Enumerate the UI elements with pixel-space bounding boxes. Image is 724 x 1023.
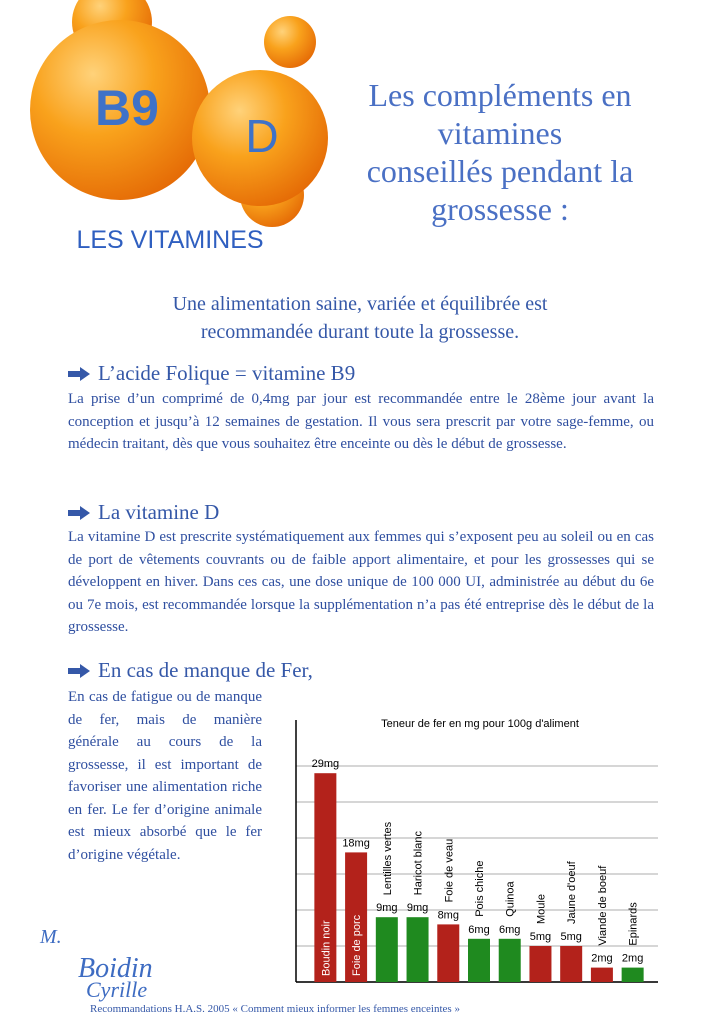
bar bbox=[314, 773, 337, 982]
category-label: Foie de porc bbox=[351, 914, 363, 976]
signature-line: Cyrille bbox=[86, 977, 147, 1002]
arrow-icon bbox=[68, 505, 90, 520]
value-label: 6mg bbox=[499, 924, 520, 936]
intro: Une alimentation saine, variée et équili… bbox=[172, 293, 548, 343]
category-label: Boudin noir bbox=[320, 920, 332, 976]
value-label: 8mg bbox=[438, 909, 459, 921]
logo-d: D bbox=[245, 110, 278, 162]
value-label: 2mg bbox=[591, 953, 612, 965]
section-heading: En cas de manque de Fer, bbox=[68, 658, 313, 683]
title-line: vitamines bbox=[437, 115, 563, 151]
bar bbox=[621, 967, 644, 982]
title-line: conseillés pendant la bbox=[366, 153, 634, 189]
value-label: 6mg bbox=[468, 924, 489, 936]
value-label: 18mg bbox=[342, 837, 370, 849]
category-label: Jaune d'oeuf bbox=[566, 860, 578, 924]
value-label: 5mg bbox=[530, 931, 551, 943]
signature-initial: M. bbox=[39, 926, 62, 948]
category-label: Epinards bbox=[628, 902, 640, 946]
category-label: Haricot blanc bbox=[413, 831, 425, 896]
section-text: En cas de fatigue ou de manque de fer, m… bbox=[68, 689, 262, 863]
bar bbox=[468, 938, 490, 982]
chart-title: Teneur de fer en mg pour 100g d'aliment bbox=[381, 718, 579, 730]
title-line: grossesse : bbox=[431, 191, 569, 227]
value-label: 2mg bbox=[622, 953, 643, 965]
bar bbox=[437, 924, 460, 982]
bar bbox=[406, 917, 429, 982]
heading-text: L’acide Folique = vitamine B9 bbox=[98, 361, 356, 385]
bar bbox=[375, 917, 398, 982]
bar bbox=[560, 946, 583, 982]
arrow-icon bbox=[68, 366, 90, 381]
category-label: Quinoa bbox=[505, 880, 517, 916]
heading-text: La vitamine D bbox=[98, 500, 220, 524]
bar bbox=[498, 938, 521, 982]
arrow-icon bbox=[68, 663, 90, 678]
section-heading: L’acide Folique = vitamine B9 bbox=[68, 361, 355, 386]
category-label: Viande de boeuf bbox=[597, 865, 609, 946]
section-heading: La vitamine D bbox=[68, 500, 219, 525]
value-label: 29mg bbox=[312, 758, 340, 770]
value-label: 9mg bbox=[376, 902, 397, 914]
bar bbox=[590, 967, 613, 982]
value-label: 5mg bbox=[560, 931, 581, 943]
heading-text: En cas de manque de Fer, bbox=[98, 658, 313, 682]
section-text: La prise d’un comprimé de 0,4mg par jour… bbox=[68, 391, 654, 452]
signature-line: Boidin bbox=[78, 953, 153, 984]
signature: M. Boidin Cyrille bbox=[39, 926, 153, 1002]
category-label: Foie de veau bbox=[443, 839, 455, 903]
title-line: Les compléments en bbox=[368, 77, 632, 113]
section-text: La vitamine D est prescrite systématique… bbox=[68, 529, 654, 635]
chart: Teneur de fer en mg pour 100g d'aliment … bbox=[295, 718, 658, 983]
value-label: 9mg bbox=[407, 902, 428, 914]
title: Les compléments en vitamines conseillés … bbox=[330, 76, 670, 228]
logo-caption: LES VITAMINES bbox=[76, 226, 263, 254]
category-label: Lentilles vertes bbox=[382, 821, 394, 895]
logo: B9 D LES VITAMINES bbox=[30, 0, 328, 254]
bar bbox=[529, 946, 552, 982]
category-label: Pois chiche bbox=[474, 861, 486, 917]
logo-b9: B9 bbox=[95, 80, 159, 136]
bar bbox=[345, 852, 368, 982]
category-label: Moule bbox=[535, 894, 547, 924]
footer: Recommandations H.A.S. 2005 « Comment mi… bbox=[90, 1003, 460, 1015]
